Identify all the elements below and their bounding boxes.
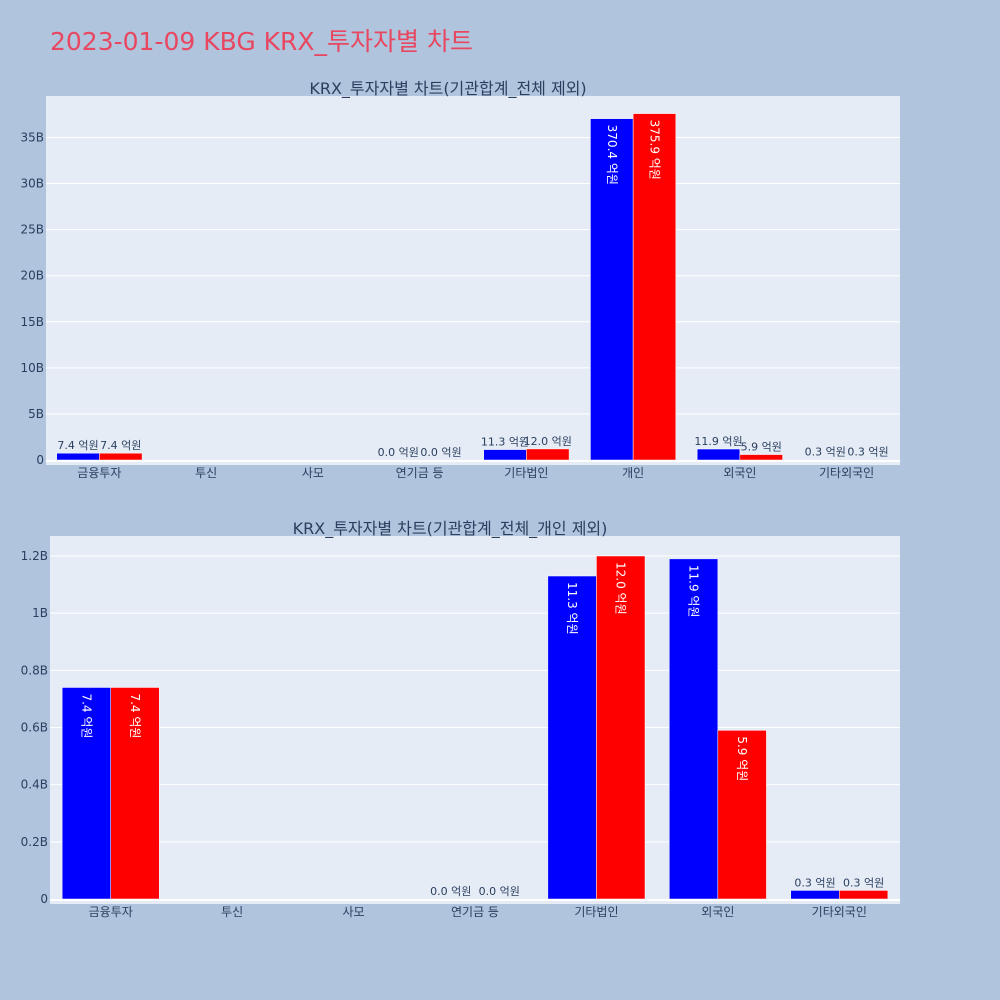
page-title: 2023-01-09 KBG KRX_투자자별 차트 <box>50 27 473 56</box>
x-tick-label: 사모 <box>343 905 365 919</box>
plot-area <box>46 96 900 465</box>
x-tick-label: 연기금 등 <box>451 905 499 919</box>
plot-area <box>50 536 900 904</box>
y-tick-label: 0 <box>40 892 48 906</box>
bar-series-blue <box>696 448 741 461</box>
x-tick-label: 개인 <box>622 466 644 480</box>
bar-value-label: 12.0 억원 <box>614 562 628 615</box>
bar-value-label: 11.9 억원 <box>687 565 701 618</box>
y-tick-label: 25B <box>20 223 44 237</box>
chart-krx-excluding-institution-total-and-individual: 0 0.2B 0.4B 0.6B 0.8B 1B 1.2B KRX_투자자별 차트(기관합계_… <box>21 519 900 919</box>
bar-value-label: 5.9 억원 <box>741 441 782 454</box>
bar-series-red <box>632 113 677 461</box>
y-tick-label: 5B <box>28 407 44 421</box>
bar-series-red <box>110 687 160 900</box>
bar-series-red <box>839 890 889 900</box>
x-tick-label: 사모 <box>302 466 324 480</box>
bar-value-label: 7.4 억원 <box>128 693 142 738</box>
y-tick-label: 0.4B <box>21 778 48 792</box>
bar-value-label: 0.0 억원 <box>430 885 471 898</box>
x-tick-label: 금융투자 <box>77 466 121 480</box>
bar-value-label: 370.4 억원 <box>605 125 619 185</box>
bar-value-label: 11.3 억원 <box>565 582 579 635</box>
chart-krx-excluding-institution-total: 0 5B 10B 15B 20B 25B 30B 35B KRX_투자자별 차트(기관합계_전체… <box>20 79 900 480</box>
x-tick-label: 기타법인 <box>504 466 548 480</box>
x-tick-label: 기타외국인 <box>812 905 867 919</box>
bar-value-label: 11.9 억원 <box>694 435 742 448</box>
bar-series-blue <box>483 449 527 461</box>
x-tick-label: 투신 <box>221 905 243 919</box>
y-tick-label: 10B <box>20 361 44 375</box>
y-tick-label: 0.6B <box>21 721 48 735</box>
y-tick-label: 0.2B <box>21 835 48 849</box>
x-tick-label: 금융투자 <box>89 905 133 919</box>
x-tick-label: 외국인 <box>701 905 734 919</box>
bar-value-label: 0.0 억원 <box>420 446 461 459</box>
y-tick-label: 15B <box>20 315 44 329</box>
bar-value-label: 11.3 억원 <box>481 436 529 449</box>
bar-series-red <box>596 555 646 900</box>
bar-value-label: 0.3 억원 <box>794 876 835 889</box>
bar-series-blue <box>669 558 719 900</box>
bar-value-label: 5.9 억원 <box>735 736 749 781</box>
x-tick-label: 기타외국인 <box>819 466 874 480</box>
chart-title: KRX_투자자별 차트(기관합계_전체 제외) <box>309 79 586 99</box>
bar-value-label: 0.3 억원 <box>805 446 846 459</box>
bar-series-blue <box>790 890 840 900</box>
bar-value-label: 7.4 억원 <box>79 693 93 738</box>
bar-value-label: 7.4 억원 <box>57 439 98 452</box>
bar-value-label: 0.0 억원 <box>378 446 419 459</box>
bar-series-blue <box>590 118 634 461</box>
y-tick-label: 0 <box>36 453 44 467</box>
y-tick-label: 0.8B <box>21 663 48 677</box>
bar-value-label: 7.4 억원 <box>100 439 141 452</box>
x-tick-label: 투신 <box>195 466 217 480</box>
bar-series-red <box>99 452 143 461</box>
bar-series-blue <box>547 575 597 900</box>
chart-title: KRX_투자자별 차트(기관합계_전체_개인 제외) <box>293 519 608 539</box>
bar-value-label: 0.3 억원 <box>847 446 888 459</box>
y-tick-label: 35B <box>20 130 44 144</box>
bar-value-label: 0.0 억원 <box>479 885 520 898</box>
y-tick-label: 30B <box>20 177 44 191</box>
bar-series-red <box>739 454 783 461</box>
x-tick-label: 기타법인 <box>574 905 618 919</box>
bar-series-blue <box>56 452 100 461</box>
bar-series-red <box>717 730 767 900</box>
bar-value-label: 0.3 억원 <box>843 876 884 889</box>
bar-value-label: 12.0 억원 <box>524 435 572 448</box>
x-tick-label: 외국인 <box>723 466 756 480</box>
y-tick-label: 1B <box>32 606 48 620</box>
x-tick-label: 연기금 등 <box>396 466 444 480</box>
bar-value-label: 375.9 억원 <box>647 120 661 180</box>
bar-series-red <box>526 448 570 461</box>
y-tick-label: 20B <box>20 269 44 283</box>
y-tick-label: 1.2B <box>21 549 48 563</box>
bar-series-blue <box>61 687 111 900</box>
